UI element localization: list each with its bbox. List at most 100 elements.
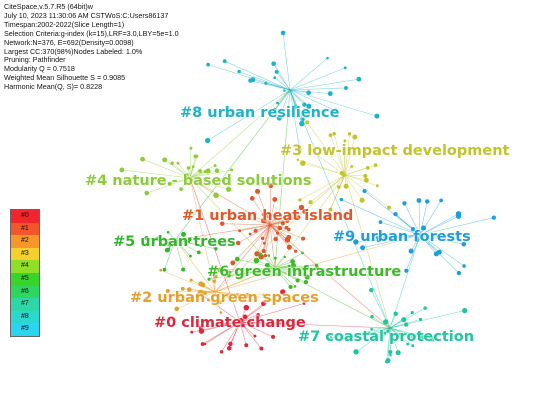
network-node[interactable] [162,157,168,163]
network-node[interactable] [327,91,333,97]
network-node[interactable] [286,227,291,232]
network-node[interactable] [196,250,201,255]
network-node[interactable] [217,267,223,273]
network-node[interactable] [408,248,414,254]
cluster-label-2[interactable]: #2 urban green spaces [130,290,319,306]
network-node[interactable] [379,338,383,342]
network-node[interactable] [393,212,397,216]
network-node[interactable] [305,120,310,125]
network-node[interactable] [376,237,382,243]
network-node[interactable] [406,342,410,346]
network-node[interactable] [272,197,278,202]
network-node[interactable] [491,215,496,220]
network-node[interactable] [217,300,222,305]
network-node[interactable] [219,350,224,354]
network-node[interactable] [256,312,260,317]
network-node[interactable] [219,221,225,226]
network-node[interactable] [253,228,258,233]
network-node[interactable] [332,132,336,136]
network-node[interactable] [343,139,347,143]
network-node[interactable] [198,169,202,173]
network-node[interactable] [144,190,150,196]
network-node[interactable] [423,306,427,310]
network-node[interactable] [230,168,234,172]
cluster-label-9[interactable]: #9 urban forests [333,229,471,245]
network-node[interactable] [308,147,313,153]
cluster-label-1[interactable]: #1 urban heat island [182,208,354,224]
network-node[interactable] [273,256,277,260]
network-node[interactable] [420,225,427,231]
network-node[interactable] [213,164,217,167]
network-node[interactable] [283,89,286,92]
network-node[interactable] [403,322,409,327]
network-node[interactable] [203,342,207,346]
network-node[interactable] [241,297,246,301]
network-node[interactable] [266,322,270,327]
network-node[interactable] [166,248,170,253]
network-node[interactable] [260,236,265,241]
network-node[interactable] [353,239,359,245]
network-node[interactable] [198,281,204,287]
network-node[interactable] [198,328,205,334]
network-node[interactable] [342,144,346,147]
network-node[interactable] [382,319,389,325]
network-node[interactable] [187,240,191,244]
network-node[interactable] [181,267,186,272]
cluster-label-0[interactable]: #0 climate change [154,315,306,331]
network-node[interactable] [456,270,462,276]
network-node[interactable] [290,259,295,264]
network-node[interactable] [302,102,307,107]
network-node[interactable] [336,185,341,189]
network-node[interactable] [429,336,435,342]
network-node[interactable] [296,158,300,161]
network-node[interactable] [179,187,183,191]
network-node[interactable] [410,335,413,339]
network-node[interactable] [268,183,274,189]
network-node[interactable] [272,107,277,112]
network-node[interactable] [301,117,305,122]
network-node[interactable] [286,234,292,240]
network-node[interactable] [219,311,223,314]
network-node[interactable] [162,237,166,241]
network-node[interactable] [362,188,367,194]
network-node[interactable] [343,86,348,90]
network-node[interactable] [462,307,468,314]
network-node[interactable] [187,287,192,292]
network-node[interactable] [401,317,407,323]
network-node[interactable] [296,215,301,220]
network-node[interactable] [119,167,125,173]
network-node[interactable] [294,249,298,253]
network-node[interactable] [339,197,344,202]
network-node[interactable] [170,161,174,166]
network-node[interactable] [233,212,236,216]
network-node[interactable] [333,108,338,113]
network-node[interactable] [328,133,333,138]
network-node[interactable] [383,235,388,240]
network-node[interactable] [283,255,287,259]
network-node[interactable] [343,183,349,189]
network-node[interactable] [253,334,257,338]
network-node[interactable] [264,81,268,85]
network-node[interactable] [369,287,374,293]
network-node[interactable] [214,247,218,251]
network-node[interactable] [261,213,265,217]
cluster-label-5[interactable]: #5 urban trees [113,234,236,250]
cluster-label-3[interactable]: #3 low-impact development [280,143,510,159]
network-node[interactable] [274,213,279,218]
network-node[interactable] [166,230,170,234]
network-node[interactable] [240,323,245,328]
network-node[interactable] [276,272,280,276]
network-node[interactable] [207,277,211,281]
network-node[interactable] [263,253,268,258]
network-node[interactable] [402,201,407,206]
network-node[interactable] [374,113,380,119]
network-node[interactable] [228,270,232,274]
network-node[interactable] [238,318,244,323]
network-node[interactable] [226,186,232,192]
network-node[interactable] [371,331,377,337]
network-node[interactable] [280,30,286,36]
network-node[interactable] [167,181,172,186]
network-node[interactable] [191,165,195,169]
network-node[interactable] [370,314,374,319]
network-node[interactable] [176,161,180,165]
